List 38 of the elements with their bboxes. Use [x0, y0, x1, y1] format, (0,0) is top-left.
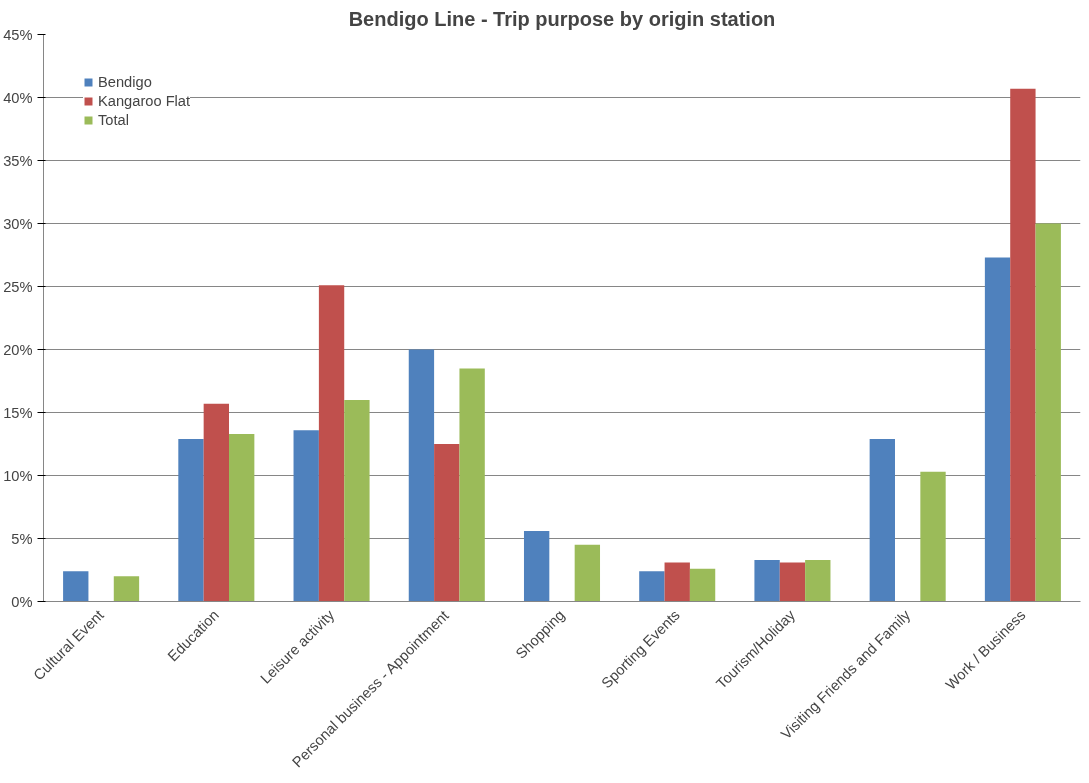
bar: [408, 349, 435, 602]
y-tick-label: 25%: [3, 278, 33, 295]
y-tick-label: 20%: [3, 341, 33, 358]
y-tick-label: 45%: [3, 26, 33, 43]
bar: [664, 562, 690, 602]
bar: [293, 430, 319, 602]
bar: [754, 559, 780, 602]
bar: [178, 438, 204, 602]
bar: [318, 285, 345, 602]
bar: [434, 444, 460, 602]
legend-label: Total: [98, 112, 129, 128]
y-tick-label: 0%: [11, 593, 33, 610]
bar: [574, 544, 601, 602]
y-tick-label: 40%: [3, 89, 33, 106]
bar: [779, 562, 806, 602]
y-tick-label: 35%: [3, 152, 33, 169]
bar: [63, 571, 89, 602]
bar: [984, 257, 1011, 602]
bar: [229, 433, 255, 602]
bar: [113, 576, 140, 602]
bar: [920, 471, 946, 602]
bar: [1010, 88, 1036, 602]
bar: [869, 438, 895, 602]
y-tick-label: 30%: [3, 215, 33, 232]
bar: [1035, 223, 1061, 602]
bar: [459, 368, 485, 602]
bar: [689, 568, 716, 602]
bar: [805, 559, 831, 602]
legend-label: Bendigo: [98, 74, 152, 90]
legend-label: Kangaroo Flat: [98, 93, 191, 109]
bar: [523, 530, 550, 602]
bar: [639, 571, 665, 602]
y-tick-label: 15%: [3, 404, 33, 421]
bar: [203, 403, 230, 602]
bar: [344, 399, 370, 602]
y-tick-label: 5%: [11, 530, 33, 547]
chart-title: Bendigo Line - Trip purpose by origin station: [348, 7, 776, 30]
y-tick-label: 10%: [3, 467, 33, 484]
